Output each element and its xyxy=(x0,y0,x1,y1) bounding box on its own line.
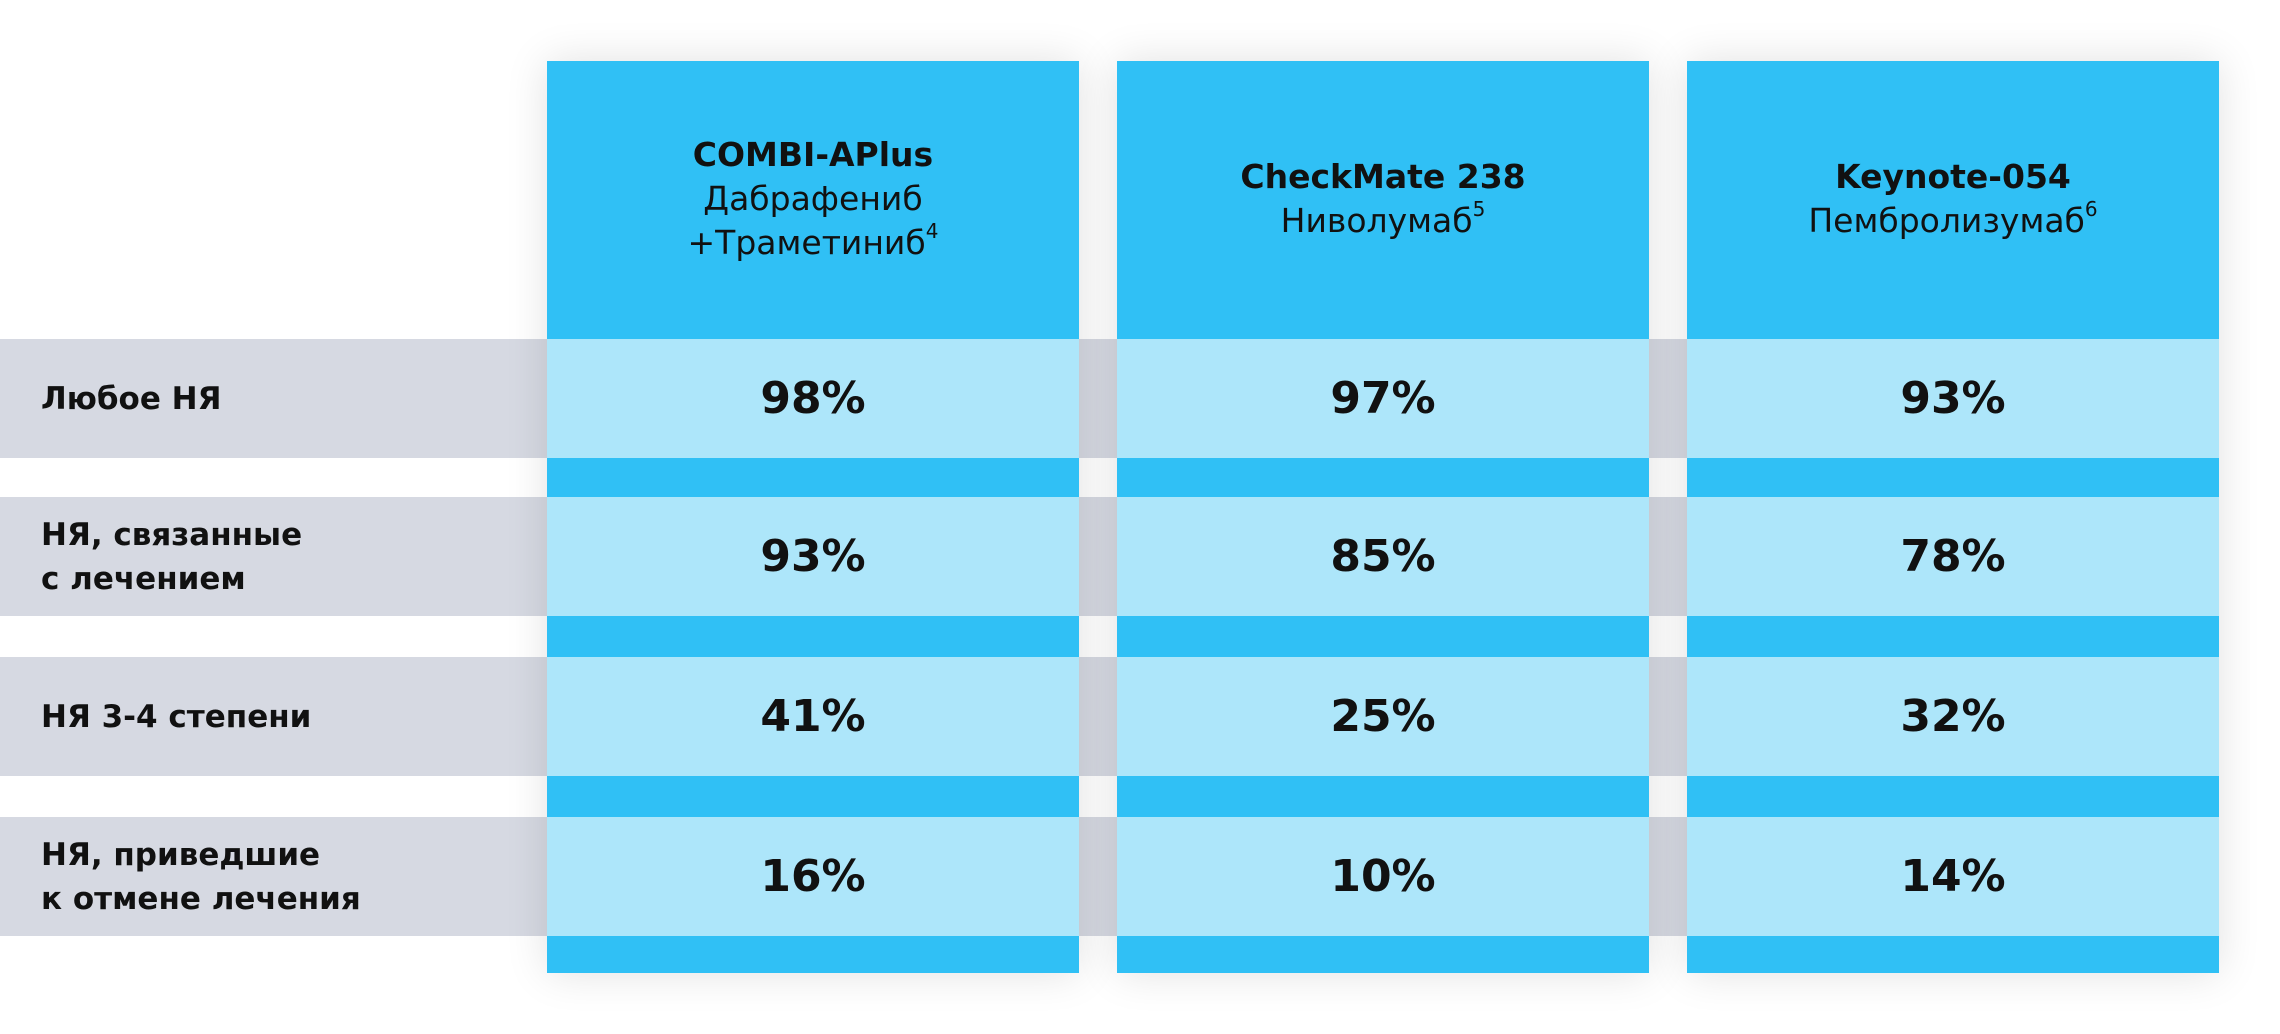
header-title: COMBI-APlus xyxy=(692,134,934,174)
value-cell: 93% xyxy=(547,497,1079,616)
column-header: COMBI-APlus Дабрафениб +Траметиниб4 xyxy=(547,61,1079,336)
label-line: Любое НЯ xyxy=(41,380,222,417)
header-line: +Траметиниб4 xyxy=(688,221,939,265)
reference: 6 xyxy=(2084,196,2098,221)
row-label: НЯ, приведшие к отмене лечения xyxy=(0,817,547,936)
value-cell: 10% xyxy=(1117,817,1649,936)
label-line: НЯ, приведшие xyxy=(41,836,321,873)
header-title: Keynote-054 xyxy=(1835,156,2071,196)
value-cell: 41% xyxy=(547,657,1079,776)
header-line: Дабрафениб xyxy=(703,177,922,221)
column-header: CheckMate 238 Ниволумаб5 xyxy=(1117,61,1649,336)
value-cell: 14% xyxy=(1687,817,2219,936)
header-title: CheckMate 238 xyxy=(1240,156,1526,196)
row-label: НЯ 3-4 степени xyxy=(0,657,547,776)
header-text: Ниволумаб xyxy=(1280,200,1473,240)
row-label: НЯ, связанные с лечением xyxy=(0,497,547,616)
header-text: +Траметиниб xyxy=(687,222,926,262)
header-text: Дабрафениб xyxy=(703,178,923,218)
label-line: с лечением xyxy=(41,560,246,597)
value-cell: 98% xyxy=(547,339,1079,458)
value-cell: 93% xyxy=(1687,339,2219,458)
reference: 4 xyxy=(925,218,939,243)
value-cell: 16% xyxy=(547,817,1079,936)
column-header: Keynote-054 Пембролизумаб6 xyxy=(1687,61,2219,336)
value-cell: 97% xyxy=(1117,339,1649,458)
label-line: к отмене лечения xyxy=(41,880,361,917)
value-cell: 25% xyxy=(1117,657,1649,776)
row-label: Любое НЯ xyxy=(0,339,547,458)
reference: 5 xyxy=(1472,196,1486,221)
label-line: НЯ, связанные xyxy=(41,516,303,553)
header-line: Пембролизумаб6 xyxy=(1808,199,2097,243)
value-cell: 32% xyxy=(1687,657,2219,776)
value-cell: 78% xyxy=(1687,497,2219,616)
label-line: НЯ 3-4 степени xyxy=(41,698,312,735)
value-cell: 85% xyxy=(1117,497,1649,616)
header-text: Пембролизумаб xyxy=(1808,200,2085,240)
header-line: Ниволумаб5 xyxy=(1281,199,1486,243)
